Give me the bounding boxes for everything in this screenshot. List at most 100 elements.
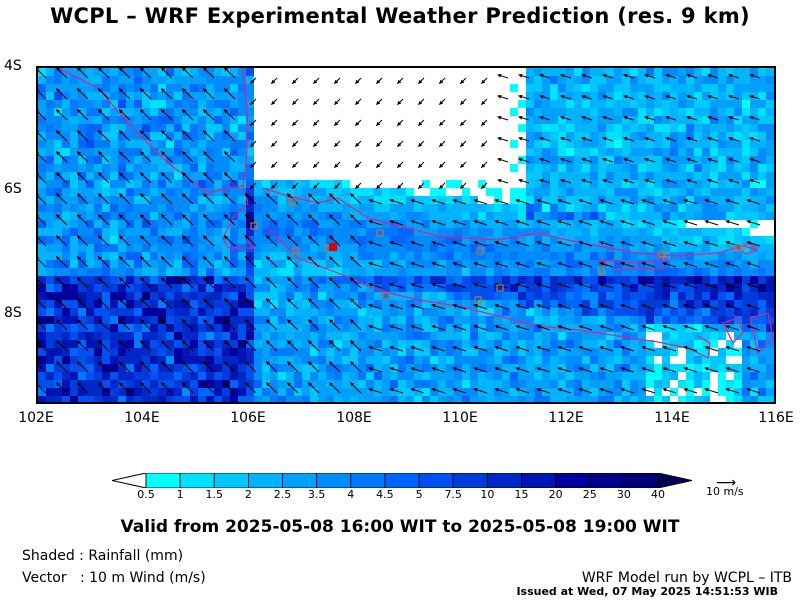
rain-cell [198, 100, 206, 108]
wind-vector [665, 136, 677, 142]
wind-vector [662, 303, 677, 310]
rain-cell [238, 276, 246, 284]
rain-cell [166, 84, 174, 92]
wind-vector [578, 261, 593, 268]
rain-cell [182, 364, 190, 372]
rain-cell [478, 300, 486, 308]
rain-cell [598, 236, 606, 244]
wind-vector [389, 198, 404, 205]
rain-cell [478, 332, 486, 340]
rain-cell [342, 340, 350, 348]
rain-cell [734, 268, 742, 276]
wind-vector [581, 157, 593, 163]
rain-cell [54, 196, 62, 204]
wind-vector [725, 303, 740, 310]
colorbar-label: 3.5 [307, 488, 326, 501]
rain-cell [198, 212, 206, 220]
wind-vector [368, 198, 383, 205]
rain-cell [750, 76, 758, 84]
rain-cell [118, 268, 126, 276]
wind-vector [368, 240, 383, 247]
rain-cell [510, 348, 518, 356]
rain-cell [542, 84, 550, 92]
rain-cell [430, 380, 438, 388]
rain-cell [350, 196, 358, 204]
rain-cell [638, 388, 646, 396]
rain-cell [182, 124, 190, 132]
rain-cell [110, 92, 118, 100]
rain-cell [70, 308, 78, 316]
rain-cell [110, 396, 118, 402]
station-marker [658, 250, 666, 258]
rain-cell [574, 260, 582, 268]
rain-cell [166, 76, 174, 84]
rain-cell [334, 316, 342, 324]
rain-cell [254, 324, 262, 332]
rain-cell [678, 292, 686, 300]
wind-vector [202, 214, 215, 226]
rain-cell [574, 140, 582, 148]
rain-cell [526, 68, 534, 76]
wind-vector [431, 198, 446, 205]
rain-cell [446, 372, 454, 380]
wind-vector [418, 98, 425, 105]
rain-cell [710, 180, 718, 188]
rain-cell [214, 380, 222, 388]
rain-cell [134, 284, 142, 292]
rain-cell [54, 372, 62, 380]
wind-vector [683, 387, 698, 394]
rain-cell [574, 148, 582, 156]
rain-cell [278, 276, 286, 284]
wind-vector [536, 219, 551, 226]
rain-cell [86, 164, 94, 172]
rain-cell [542, 308, 550, 316]
wind-vector [271, 98, 278, 105]
rain-cell [214, 228, 222, 236]
rain-cell [630, 396, 638, 402]
wind-vector [686, 115, 698, 121]
rain-cell [566, 92, 574, 100]
rain-cell [686, 364, 694, 372]
wind-vector [397, 140, 404, 147]
rain-cell [286, 324, 294, 332]
rain-cell [134, 116, 142, 124]
station-marker [292, 247, 300, 255]
rain-cell [686, 68, 694, 76]
rain-cell [166, 332, 174, 340]
rain-cell [158, 84, 166, 92]
rain-cell [694, 188, 702, 196]
rain-cell [174, 108, 182, 116]
wind-vector [397, 119, 404, 126]
wind-vector [683, 240, 698, 247]
rain-cell [246, 124, 254, 132]
colorbar-segment [247, 473, 283, 488]
rain-cell [526, 124, 534, 132]
rain-cell [198, 300, 206, 308]
rain-cell [174, 348, 182, 356]
rain-cell [630, 260, 638, 268]
wind-vector [38, 256, 47, 268]
rain-cell [358, 276, 366, 284]
rain-cell [590, 340, 598, 348]
rain-cell [470, 316, 478, 324]
wind-vector [139, 193, 152, 205]
rain-cell [382, 348, 390, 356]
rain-cell [510, 308, 518, 316]
rain-cell [214, 180, 222, 188]
rain-cell [390, 372, 398, 380]
rain-cell [686, 140, 694, 148]
rain-cell [542, 364, 550, 372]
rain-cell [630, 212, 638, 220]
rain-cell [174, 220, 182, 228]
rain-cell [214, 300, 222, 308]
rain-cell [94, 172, 102, 180]
wind-vector [55, 130, 68, 142]
rain-cell [710, 116, 718, 124]
wind-vector [160, 214, 173, 226]
rain-cell [446, 380, 454, 388]
rain-cell [254, 340, 262, 348]
rain-cell [406, 284, 414, 292]
rain-cell [238, 308, 246, 316]
rain-cell [214, 356, 222, 364]
rain-cell [174, 116, 182, 124]
